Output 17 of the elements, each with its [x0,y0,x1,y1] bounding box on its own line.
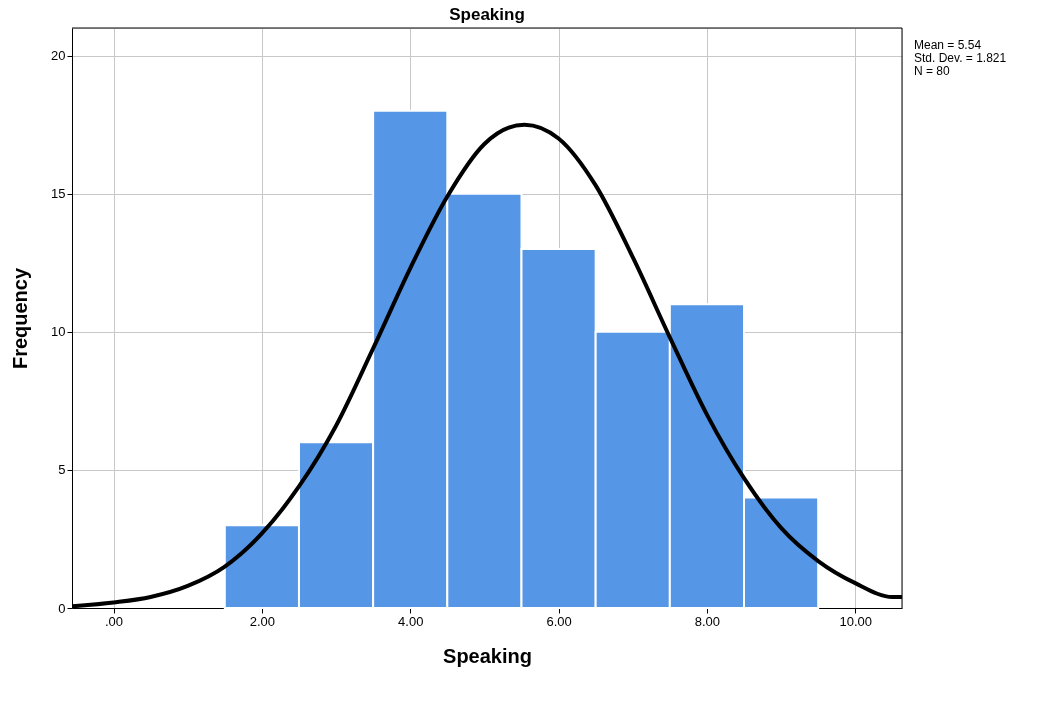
x-tick-label: 8.00 [694,613,721,629]
x-tick-label: 6.00 [546,613,572,629]
x-tick-label: .00 [105,613,124,629]
y-tick-label: 20 [51,48,66,64]
y-tick-label: 5 [58,462,66,478]
y-tick-label: 10 [51,324,66,340]
y-tick-label: 0 [58,600,66,616]
y-tick-label: 15 [51,186,66,202]
text: Mean = 5.54 [914,38,982,52]
x-tick-label: 2.00 [249,613,276,629]
x-tick-label: 4.00 [398,613,424,629]
chart-title: Speaking [449,4,525,24]
text: Std. Dev. = 1.821 [914,51,1007,65]
x-axis-title: Speaking [443,644,532,667]
x-tick-label: 10.00 [839,613,873,629]
text: N = 80 [914,64,951,78]
y-axis-title: Frequency [9,267,32,370]
